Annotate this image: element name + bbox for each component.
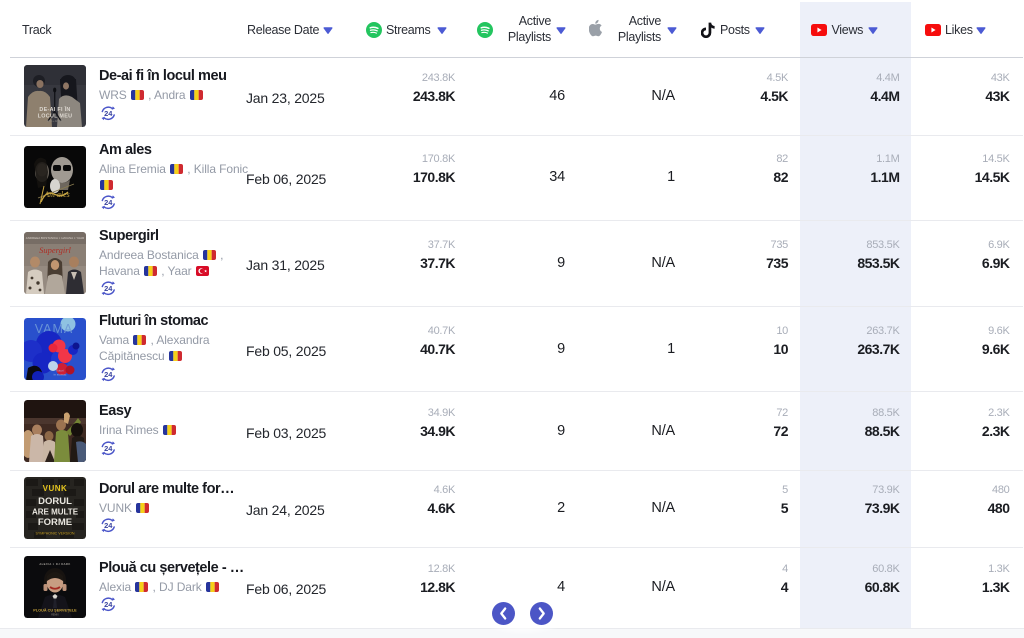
svg-text:FORME: FORME [38,517,72,528]
svg-text:24: 24 [104,284,113,293]
svg-text:Supergirl: Supergirl [39,245,71,255]
svg-text:ARE MULTE: ARE MULTE [32,508,79,517]
svg-text:24: 24 [104,521,113,530]
svg-text:PLOUĂ CU ŞERVEŢELE: PLOUĂ CU ŞERVEŢELE [33,608,77,613]
svg-text:ANDREEA BOSTANICA × HAVANA × Y: ANDREEA BOSTANICA × HAVANA × YAAR [26,236,85,240]
svg-text:LOCUL MEU: LOCUL MEU [38,113,73,119]
svg-text:WRS + ANDRA: WRS + ANDRA [47,120,64,123]
svg-text:24: 24 [104,370,113,379]
svg-text:24: 24 [104,600,113,609]
svg-text:24: 24 [104,198,113,207]
svg-text:SYMPHONIC VERSION: SYMPHONIC VERSION [36,532,75,536]
svg-text:Am ales: Am ales [43,190,70,199]
svg-text:24: 24 [104,443,113,452]
svg-text:ALEXIA × DJ DARK: ALEXIA × DJ DARK [39,562,70,566]
svg-text:in stomac: in stomac [54,372,67,376]
svg-text:DE-AI FI ÎN: DE-AI FI ÎN [39,105,70,113]
svg-text:REMIX: REMIX [51,614,59,617]
svg-text:VUNK: VUNK [43,484,68,493]
svg-text:fluturi: fluturi [56,368,64,372]
svg-text:DORUL: DORUL [38,496,72,507]
svg-text:24: 24 [104,108,113,117]
